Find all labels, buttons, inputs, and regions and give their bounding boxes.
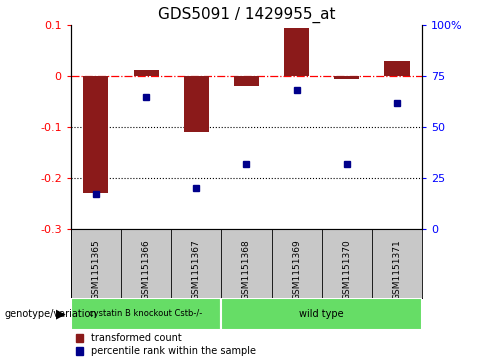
Bar [284, 28, 309, 76]
Title: GDS5091 / 1429955_at: GDS5091 / 1429955_at [158, 7, 335, 23]
Text: GSM1151367: GSM1151367 [192, 239, 201, 300]
Text: GSM1151371: GSM1151371 [392, 239, 402, 300]
Text: wild type: wild type [300, 309, 344, 319]
Bar [334, 76, 359, 79]
Bar [134, 70, 159, 76]
Text: cystatin B knockout Cstb-/-: cystatin B knockout Cstb-/- [89, 310, 203, 318]
Text: GSM1151366: GSM1151366 [142, 239, 151, 300]
Bar [83, 76, 108, 193]
Text: GSM1151370: GSM1151370 [342, 239, 351, 300]
Bar [234, 76, 259, 86]
Bar [222, 298, 422, 330]
Text: ▶: ▶ [56, 307, 66, 321]
Bar [183, 76, 209, 132]
Text: GSM1151369: GSM1151369 [292, 239, 301, 300]
Text: GSM1151368: GSM1151368 [242, 239, 251, 300]
Text: GSM1151365: GSM1151365 [91, 239, 101, 300]
Legend: transformed count, percentile rank within the sample: transformed count, percentile rank withi… [76, 333, 256, 356]
Bar [385, 61, 409, 76]
Text: genotype/variation: genotype/variation [5, 309, 98, 319]
Bar [71, 298, 222, 330]
